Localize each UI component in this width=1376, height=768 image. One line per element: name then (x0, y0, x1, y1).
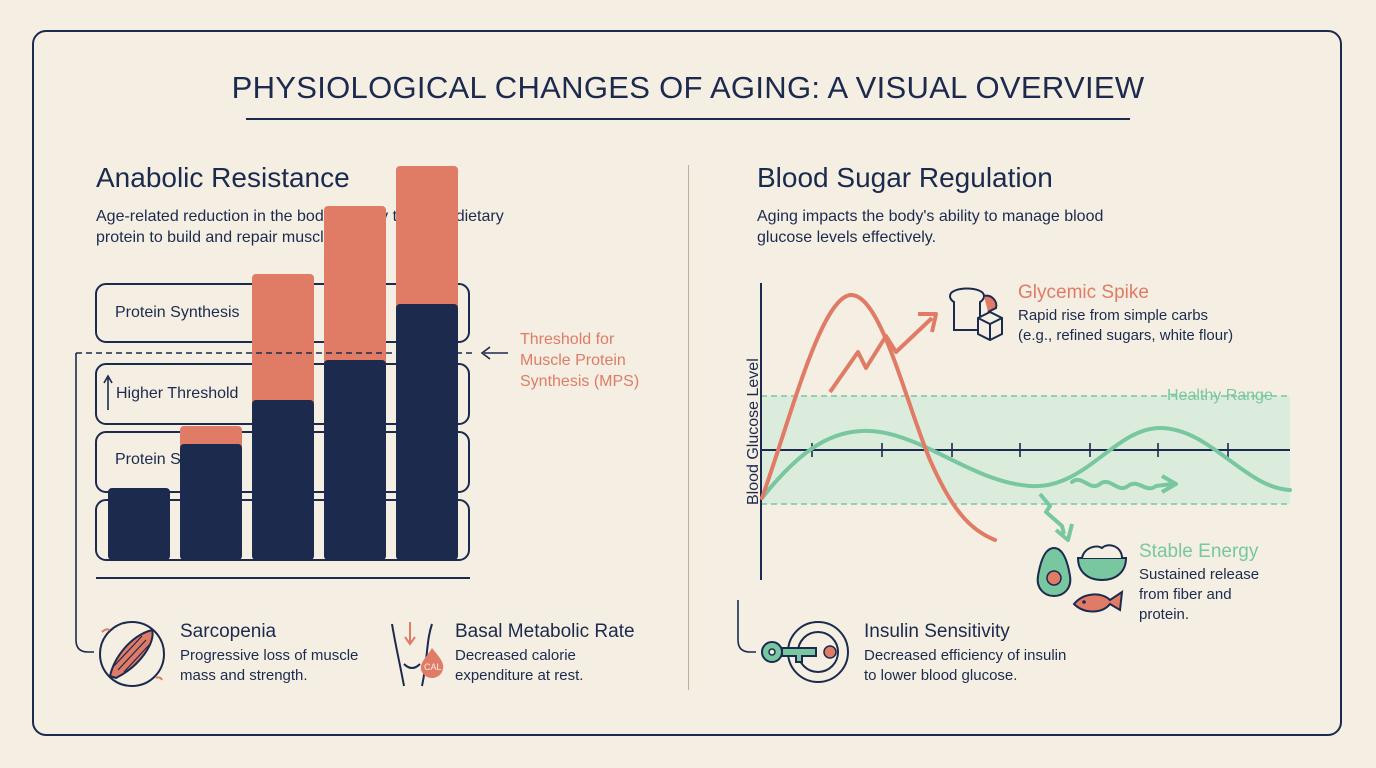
bar-navy-1 (108, 488, 170, 560)
y-axis-label: Blood Glucose Level (745, 358, 762, 505)
sarcopenia-desc-line-1: Progressive loss of muscle (180, 647, 359, 664)
bmr-desc-line-2: expenditure at rest. (455, 667, 584, 684)
x-axis-ticks (811, 443, 1229, 457)
column-divider (688, 165, 689, 690)
protein-synthesis-top-label: Protein Synthesis (115, 304, 240, 321)
spike-arrowhead-icon (918, 312, 938, 333)
higher-threshold-label: Higher Threshold (116, 385, 239, 402)
stable-down-arrowhead-icon (1054, 523, 1074, 542)
bmr-desc-line-1: Decreased calorie (455, 647, 576, 664)
stable-desc-line-1: Sustained release (1139, 566, 1260, 583)
glycemic-spike-description: Rapid rise from simple carbs (e.g., refi… (1018, 306, 1233, 346)
bar-navy-5 (396, 304, 458, 560)
bar-navy-3 (252, 400, 314, 560)
insulin-desc-line-2: to lower blood glucose. (864, 667, 1018, 684)
bar-salmon-3 (252, 274, 314, 406)
title-underline (246, 118, 1130, 120)
healthy-food-icon (1036, 544, 1128, 613)
stable-energy-title: Stable Energy (1139, 541, 1259, 562)
bmr-title: Basal Metabolic Rate (455, 621, 635, 642)
bmr-body-icon (391, 622, 444, 687)
bmr-description: Decreased calorie expenditure at rest. (455, 646, 583, 686)
insulin-desc-line-1: Decreased efficiency of insulin (864, 647, 1067, 664)
page-title: PHYSIOLOGICAL CHANGES OF AGING: A VISUAL… (231, 70, 1145, 105)
insulin-connector (737, 600, 756, 653)
sarcopenia-description: Progressive loss of muscle mass and stre… (180, 646, 358, 686)
healthy-range-label: Healthy Range (1167, 387, 1273, 404)
bars-group (108, 166, 458, 560)
spike-desc-line-1: Rapid rise from simple carbs (1018, 307, 1209, 324)
protein-synthesis-low-label: Protein Synthesis (115, 451, 240, 468)
stable-desc-line-2: from fiber and (1139, 586, 1232, 603)
sarcopenia-title: Sarcopenia (180, 621, 277, 642)
stable-desc-line-3: protein. (1139, 606, 1190, 623)
stable-energy-description: Sustained release from fiber and protein… (1139, 565, 1259, 625)
up-arrowhead-icon (103, 374, 113, 384)
bar-salmon-4 (324, 206, 386, 366)
blood-sugar-description: Aging impacts the body's ability to mana… (757, 208, 1104, 246)
spike-desc-line-2: (e.g., refined sugars, white flour) (1018, 327, 1234, 344)
anabolic-resistance-heading: Anabolic Resistance (96, 162, 350, 193)
spike-arrow-icon (828, 316, 934, 394)
threshold-label-line-2: Muscle Protein (520, 352, 626, 369)
sarcopenia-desc-line-2: mass and strength. (180, 667, 308, 684)
glycemic-spike-title: Glycemic Spike (1018, 282, 1149, 303)
bar-navy-2 (180, 444, 242, 560)
threshold-arrowhead (480, 346, 491, 360)
infographic-frame (32, 30, 1342, 736)
glycemic-spike-curve (760, 293, 997, 542)
bar-salmon-5 (396, 166, 458, 310)
blood-sugar-heading: Blood Sugar Regulation (757, 162, 1053, 193)
stable-wave-arrowhead-icon (1161, 474, 1178, 494)
muscle-icon (99, 621, 165, 687)
bar-navy-4 (324, 360, 386, 560)
bread-sugar-icon (948, 287, 1003, 342)
stable-down-arrow-icon (1038, 492, 1066, 535)
cal-badge: CAL (424, 662, 442, 672)
threshold-label-line-3: Synthesis (MPS) (520, 373, 640, 390)
threshold-connector (75, 353, 94, 653)
insulin-sensitivity-title: Insulin Sensitivity (864, 621, 1010, 642)
insulin-sensitivity-description: Decreased efficiency of insulin to lower… (864, 646, 1066, 686)
insulin-key-icon (761, 621, 849, 683)
threshold-label-line-1: Threshold for (520, 331, 615, 348)
stable-wave-arrow-icon (1070, 478, 1174, 491)
threshold-label: Threshold for Muscle Protein Synthesis (… (520, 329, 639, 392)
stable-glucose-curve (760, 425, 1292, 500)
